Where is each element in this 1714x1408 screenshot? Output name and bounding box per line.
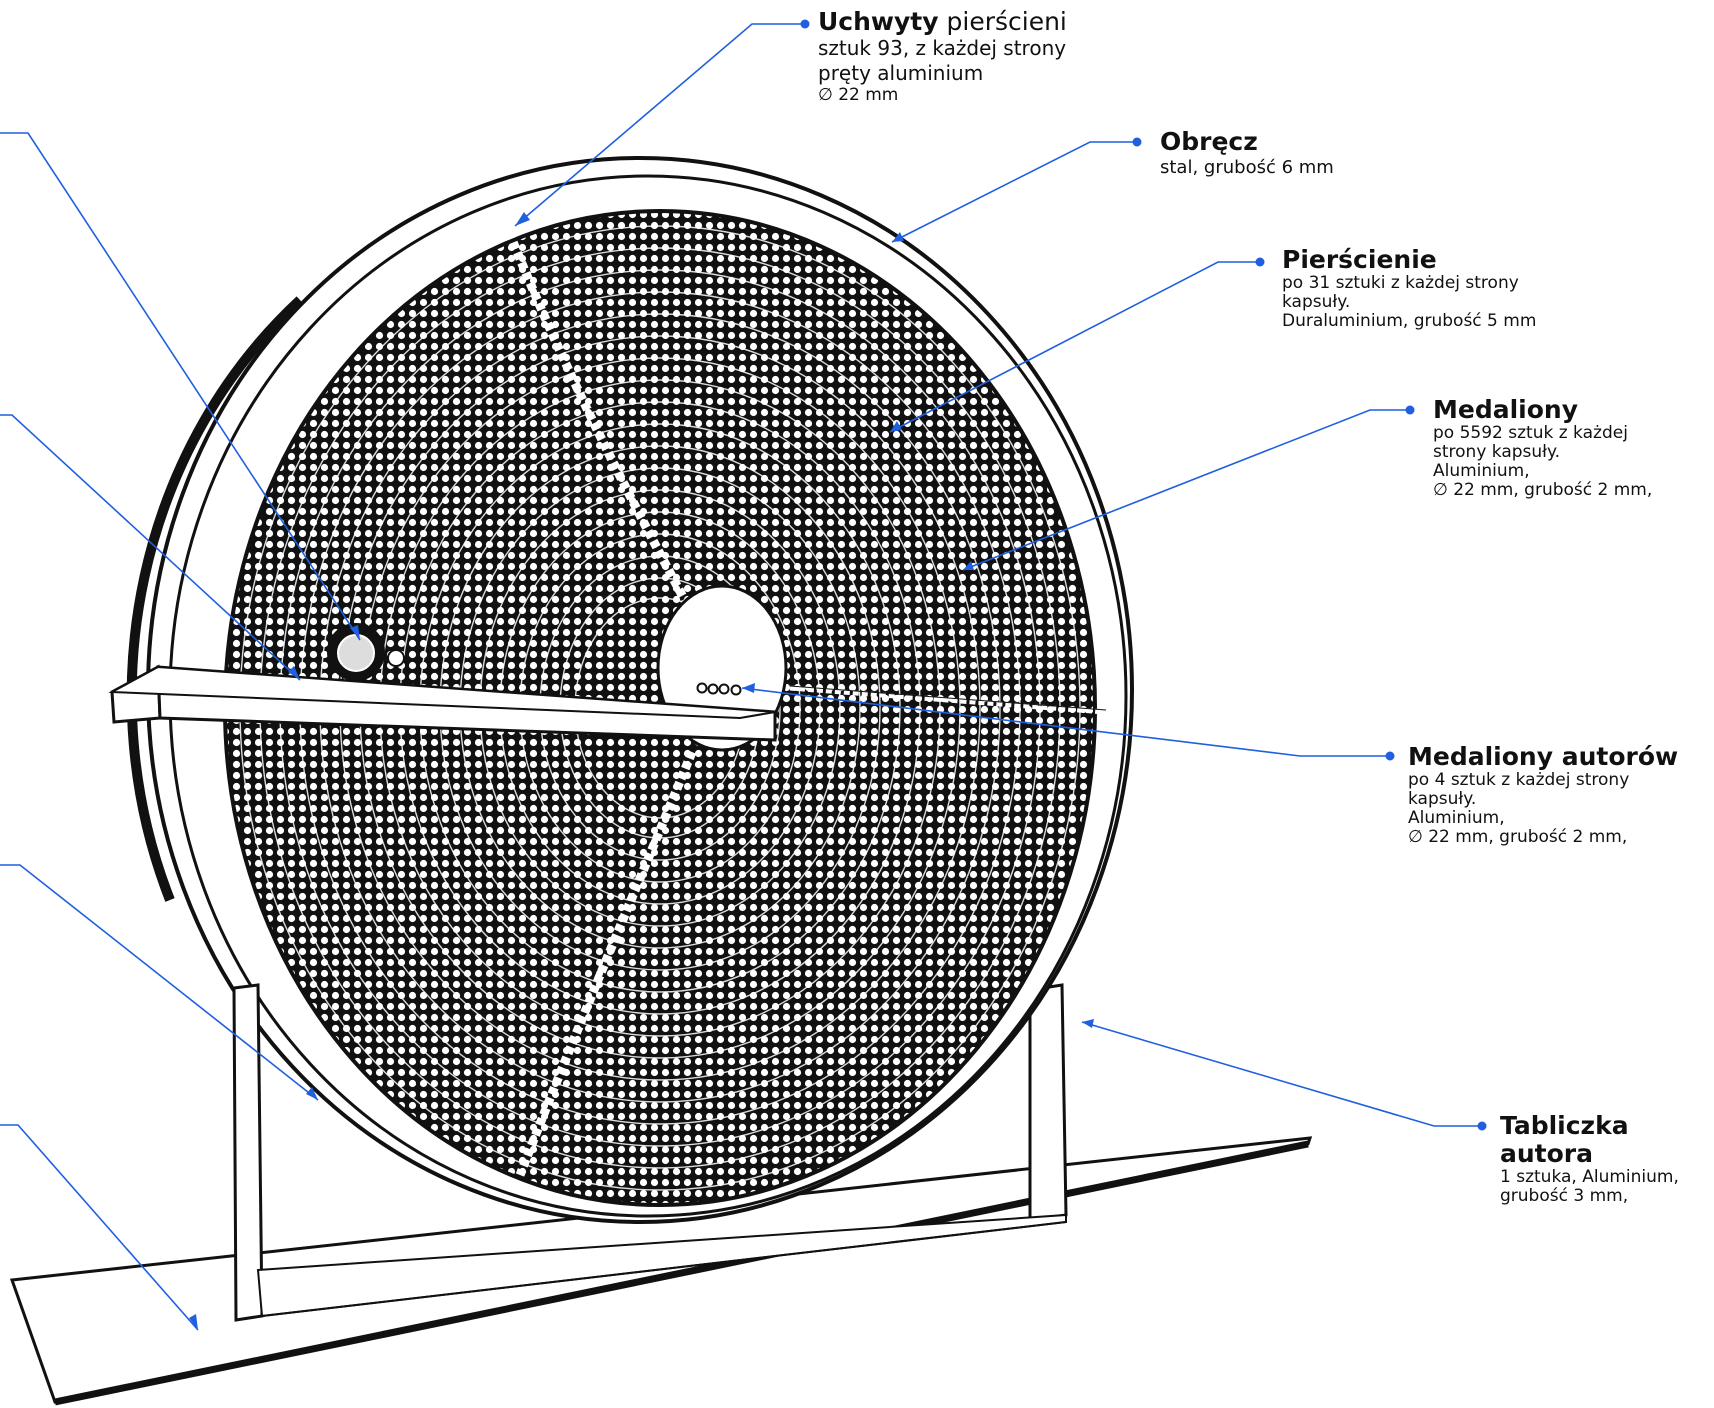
label-medaliony-autorow-line2: kapsuły. (1408, 789, 1477, 809)
label-pierscienie-line1: po 31 sztuki z każdej strony (1282, 273, 1519, 293)
label-tabliczka-line2: grubość 3 mm, (1500, 1186, 1629, 1206)
label-medaliony-autorow-line4: ∅ 22 mm, grubość 2 mm, (1408, 827, 1628, 847)
label-pierscienie-line2: kapsuły. (1282, 292, 1351, 312)
leader-left-2 (0, 414, 301, 681)
label-medaliony-line1: po 5592 sztuk z każdej (1433, 423, 1628, 443)
label-pierscienie-title: Pierścienie (1282, 245, 1437, 274)
outer-ring-shadow (126, 296, 304, 902)
stand-front-base-line (261, 1221, 1067, 1317)
leader-medaliony (962, 409, 1410, 571)
label-medaliony-line3: Aluminium, (1433, 461, 1530, 481)
label-uchwyty-line2: pręty aluminium (818, 61, 984, 85)
label-uchwyty-title-rest: pierścieni (938, 7, 1067, 36)
leader-medaliony-autorow (741, 687, 1390, 757)
label-pierscienie-line3: Duraluminium, grubość 5 mm (1282, 311, 1537, 331)
label-obrecz-title: Obręcz (1160, 127, 1258, 156)
ring-holder-rods-lower (515, 750, 697, 1177)
label-medaliony-line2: strony kapsuły. (1433, 442, 1561, 462)
leader-pierscienie (889, 261, 1260, 433)
leader-left-3 (0, 864, 319, 1101)
label-medaliony: Medaliony po 5592 sztuk z każdej strony … (1433, 396, 1652, 500)
leader-left-4 (0, 1124, 199, 1331)
label-medaliony-autorow-line3: Aluminium, (1408, 808, 1505, 828)
horizontal-bar-top (108, 665, 776, 720)
label-tabliczka-title-line1: Tabliczka (1500, 1111, 1629, 1140)
leader-left-1 (0, 132, 361, 641)
ring-holder-rods-upper (500, 220, 694, 613)
label-uchwyty: Uchwyty pierścieni sztuk 93, z każdej st… (818, 8, 1067, 105)
label-uchwyty-line3: ∅ 22 mm (818, 85, 899, 105)
label-medaliony-autorow: Medaliony autorów po 4 sztuk z każdej st… (1408, 743, 1678, 847)
leader-tabliczka (1081, 1021, 1482, 1127)
side-knob-small (387, 649, 405, 667)
label-obrecz-line1: stal, grubość 6 mm (1160, 157, 1334, 178)
leader-obrecz (891, 141, 1137, 243)
label-medaliony-line4: ∅ 22 mm, grubość 2 mm, (1433, 480, 1653, 500)
label-uchwyty-title: Uchwyty (818, 7, 939, 36)
ring-holder-rods-right-outline (789, 685, 1107, 711)
label-obrecz: Obręcz stal, grubość 6 mm (1160, 128, 1334, 180)
label-uchwyty-line1: sztuk 93, z każdej strony (818, 36, 1067, 60)
ring-holder-rods-right (789, 685, 1106, 715)
leader-arrowheads (189, 212, 1094, 1330)
label-tabliczka-line1: 1 sztuka, Aluminium, (1500, 1167, 1679, 1187)
label-medaliony-title: Medaliony (1433, 395, 1579, 424)
label-tabliczka-title-line2: autora (1500, 1139, 1593, 1168)
label-tabliczka: Tabliczka autora 1 sztuka, Aluminium, gr… (1500, 1112, 1679, 1206)
stand-right-part (1028, 983, 1068, 1222)
leader-uchwyty (514, 23, 805, 227)
label-pierscienie: Pierścienie po 31 sztuki z każdej strony… (1282, 246, 1536, 331)
base-plate-edge (54, 1140, 1309, 1406)
leader-dots (800, 19, 1487, 1131)
side-knob (337, 634, 375, 672)
label-medaliony-autorow-title: Medaliony autorów (1408, 742, 1679, 771)
leader-lines (0, 23, 1482, 1331)
author-medallions (696, 682, 742, 696)
label-medaliony-autorow-line1: po 4 sztuk z każdej strony (1408, 770, 1630, 790)
